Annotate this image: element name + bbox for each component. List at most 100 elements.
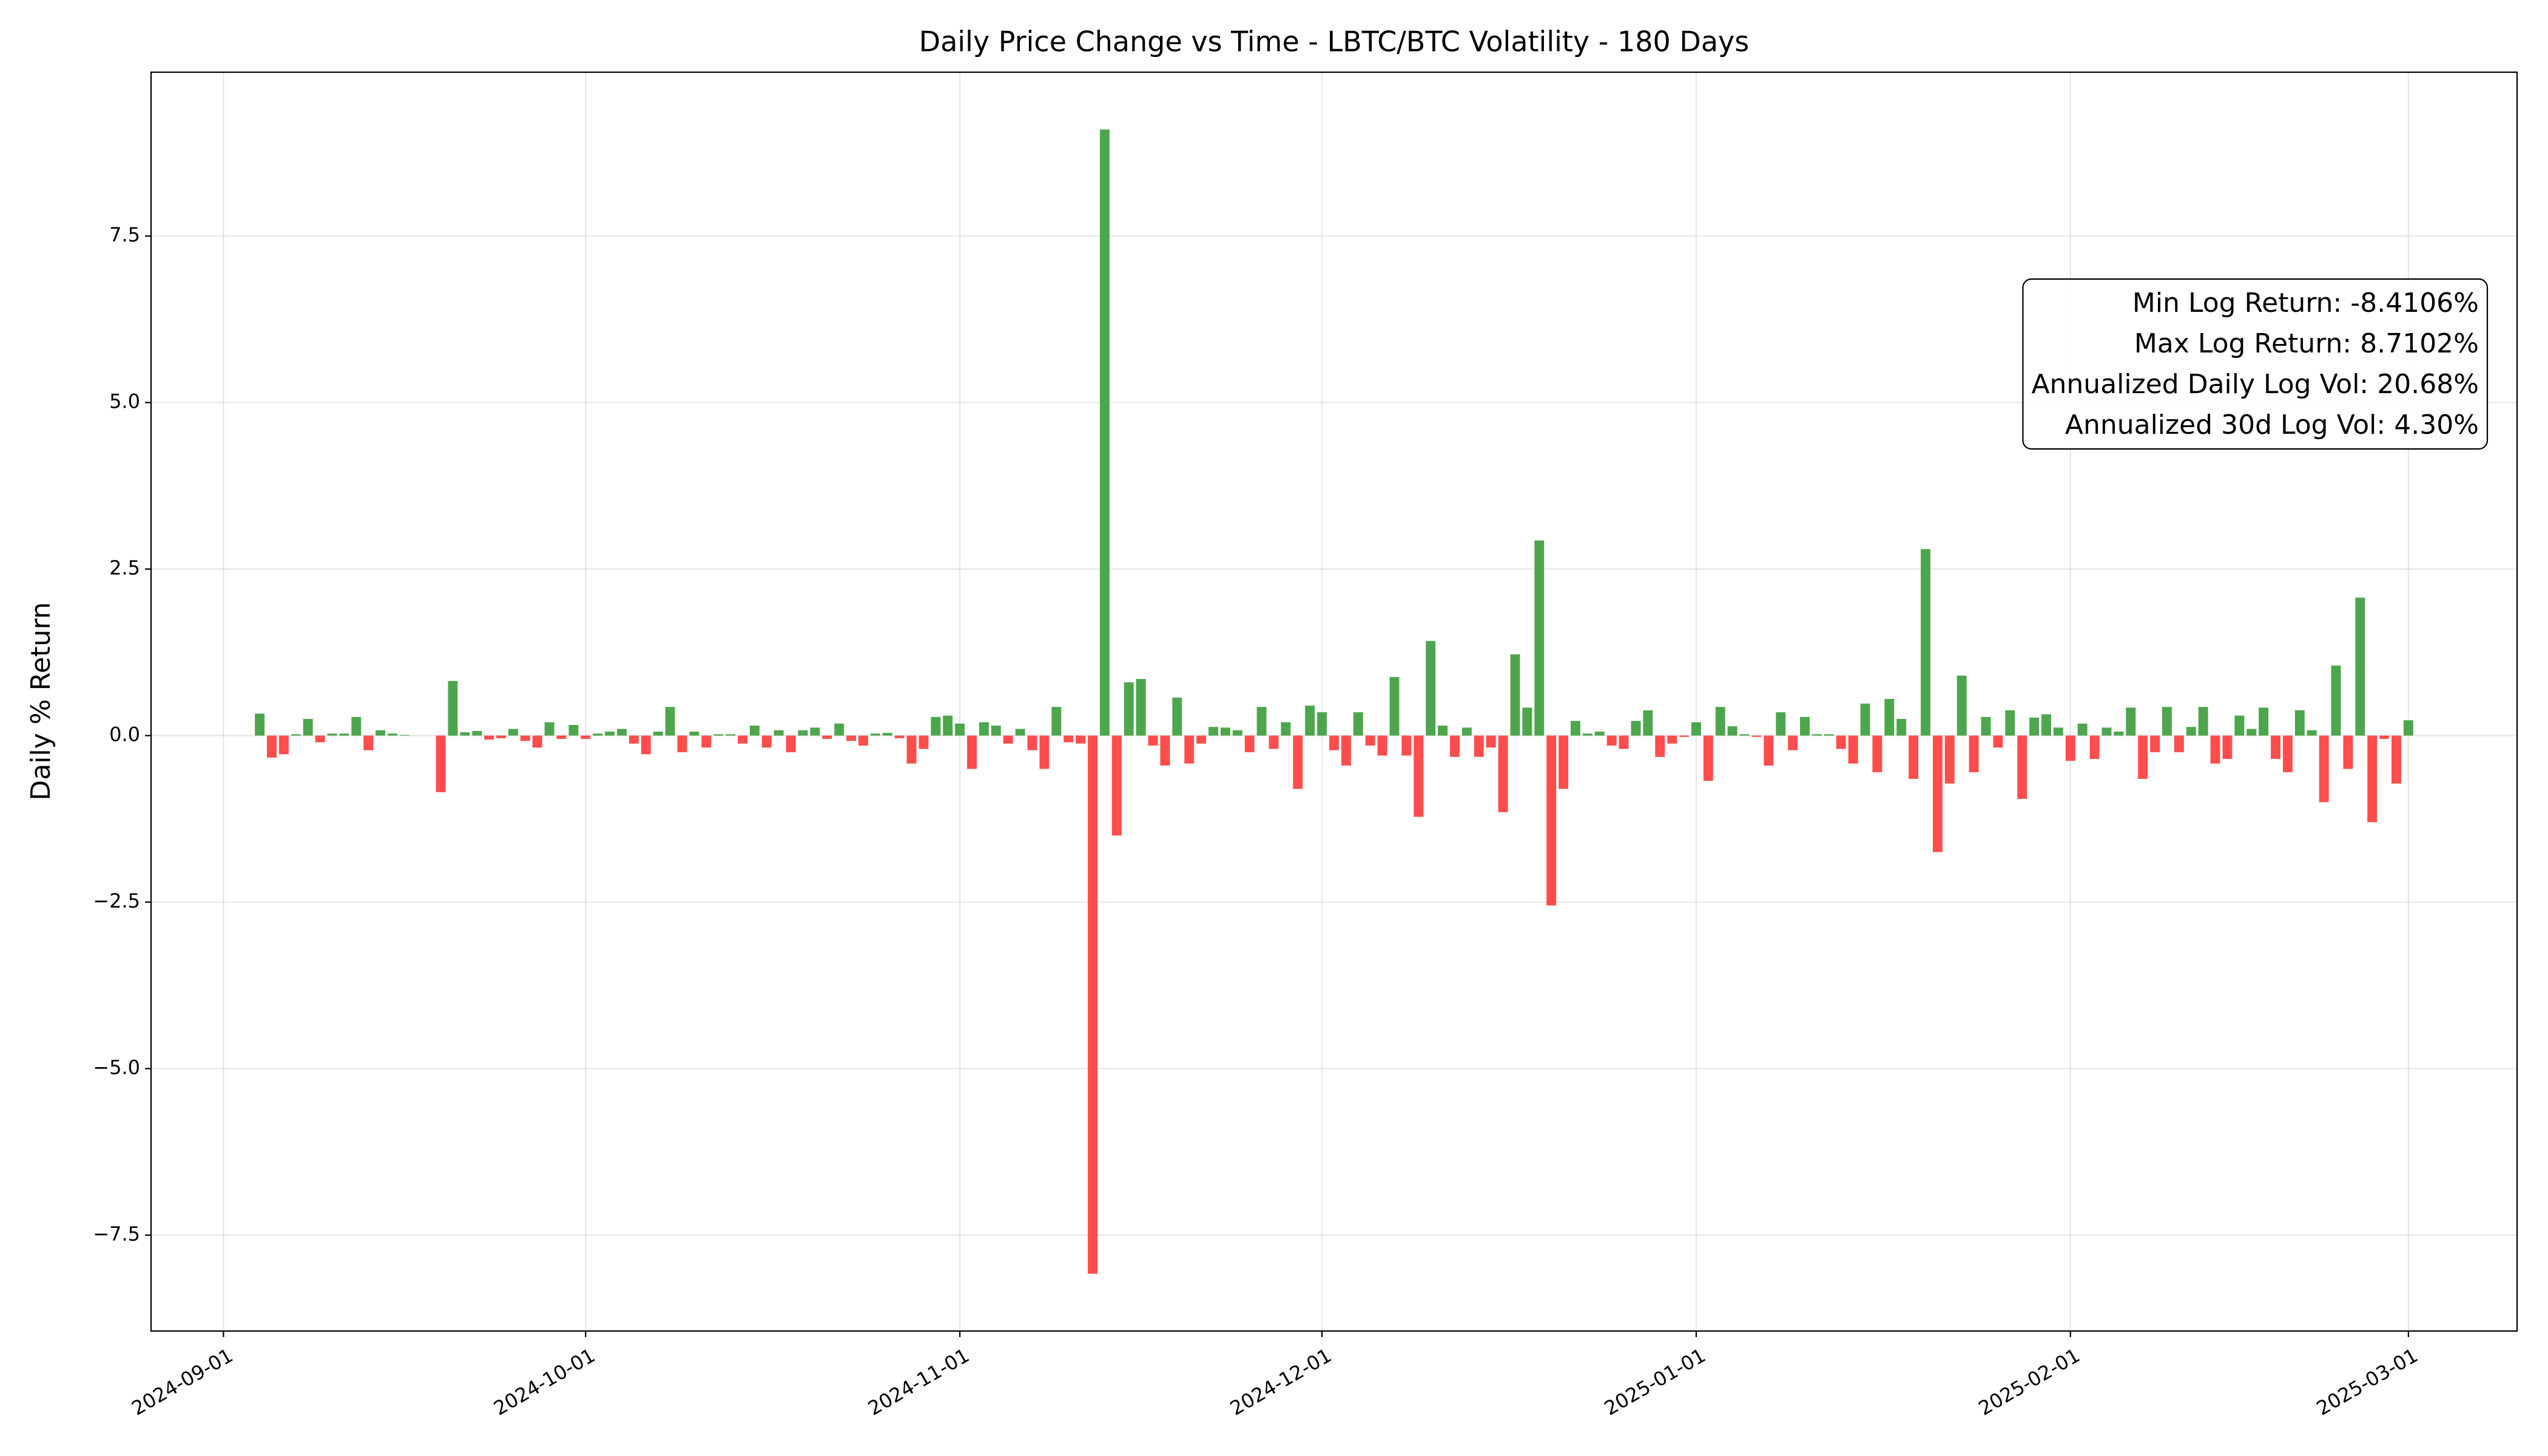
bar	[339, 733, 349, 736]
bar	[2259, 707, 2269, 736]
bar	[1438, 726, 1448, 736]
bar	[2367, 735, 2378, 823]
bar	[1860, 703, 1870, 736]
bar	[1981, 716, 1991, 736]
bar	[2186, 727, 2196, 736]
bar	[2126, 707, 2136, 736]
bar	[1909, 735, 1919, 779]
bar	[1027, 735, 1037, 750]
bar	[629, 735, 639, 744]
bar	[1148, 735, 1158, 746]
bar	[1389, 676, 1400, 736]
bar	[1305, 706, 1315, 736]
bar	[605, 731, 615, 736]
bar	[1619, 735, 1629, 749]
bar	[1293, 735, 1303, 789]
annotation-text: Annualized Daily Log Vol: 20.68%	[2031, 369, 2479, 400]
bar	[1522, 707, 1532, 736]
bar	[1111, 735, 1122, 836]
bar	[1824, 734, 1834, 736]
bar	[568, 724, 579, 736]
bar	[822, 735, 832, 739]
bar	[1691, 722, 1701, 736]
bar	[2222, 735, 2233, 759]
bar	[1631, 721, 1641, 736]
bar	[1546, 735, 1557, 906]
bar	[1655, 735, 1665, 757]
y-tick-label: −5.0	[93, 1056, 140, 1079]
bar	[641, 735, 651, 755]
bar	[991, 726, 1001, 736]
bar	[738, 735, 747, 744]
x-tick-label: 2024-09-01	[127, 1344, 237, 1420]
bar	[460, 732, 470, 736]
bar	[1244, 735, 1255, 752]
bar	[2210, 735, 2220, 764]
annotation-box: Min Log Return: -8.4106% Max Log Return: …	[2022, 278, 2489, 450]
bar	[1474, 735, 1484, 757]
bar	[1559, 735, 1569, 789]
bar	[1764, 735, 1774, 766]
bar	[2331, 666, 2341, 736]
bar	[1703, 735, 1713, 781]
x-tick-label: 2024-11-01	[864, 1344, 973, 1420]
bar	[496, 735, 506, 738]
bar	[786, 735, 796, 752]
bar	[1426, 641, 1436, 736]
bar	[1739, 734, 1750, 736]
y-tick-label: 5.0	[109, 390, 140, 413]
bar	[967, 735, 977, 769]
bar	[520, 735, 530, 741]
bar	[931, 716, 941, 736]
bar	[1812, 734, 1822, 736]
bar	[1256, 707, 1267, 736]
bar	[1377, 735, 1387, 756]
bar	[1571, 721, 1580, 736]
bar	[388, 733, 397, 736]
y-tick-label: 2.5	[109, 556, 140, 579]
bar	[315, 735, 325, 743]
bar	[1715, 707, 1725, 736]
bar	[2114, 731, 2124, 736]
bar	[2391, 735, 2401, 784]
bar	[1160, 735, 1170, 766]
bar	[870, 733, 880, 736]
bar	[436, 735, 446, 792]
bar	[2282, 735, 2293, 772]
bar	[2101, 727, 2112, 736]
annotation-text: Max Log Return: 8.7102%	[2134, 328, 2479, 359]
bar	[846, 735, 857, 741]
bar	[1921, 549, 1930, 736]
bar	[1836, 735, 1846, 749]
bar	[1329, 735, 1339, 750]
bar	[1788, 735, 1798, 750]
bar	[858, 735, 868, 746]
bar	[617, 729, 627, 736]
bar	[1498, 735, 1508, 812]
bar	[1063, 735, 1074, 743]
bar	[726, 734, 736, 736]
bar	[1051, 707, 1062, 736]
bar	[1099, 129, 1110, 736]
bar	[894, 735, 905, 738]
bar	[1196, 735, 1207, 744]
bar	[774, 730, 784, 736]
bar	[882, 733, 892, 736]
bar	[2198, 707, 2208, 736]
bar	[653, 731, 663, 736]
bar	[1944, 735, 1955, 784]
plot-frame	[150, 71, 2518, 1332]
bar	[1534, 540, 1545, 736]
bar	[1039, 735, 1050, 769]
bar	[278, 735, 289, 755]
bar	[1776, 712, 1786, 736]
bar	[472, 730, 482, 736]
annotation-frame	[2022, 278, 2489, 450]
bar	[593, 733, 603, 736]
bar	[918, 735, 929, 749]
bar	[1969, 735, 1979, 772]
y-tick-label: 0.0	[109, 723, 140, 746]
bar	[508, 729, 518, 736]
bar	[1667, 735, 1677, 744]
